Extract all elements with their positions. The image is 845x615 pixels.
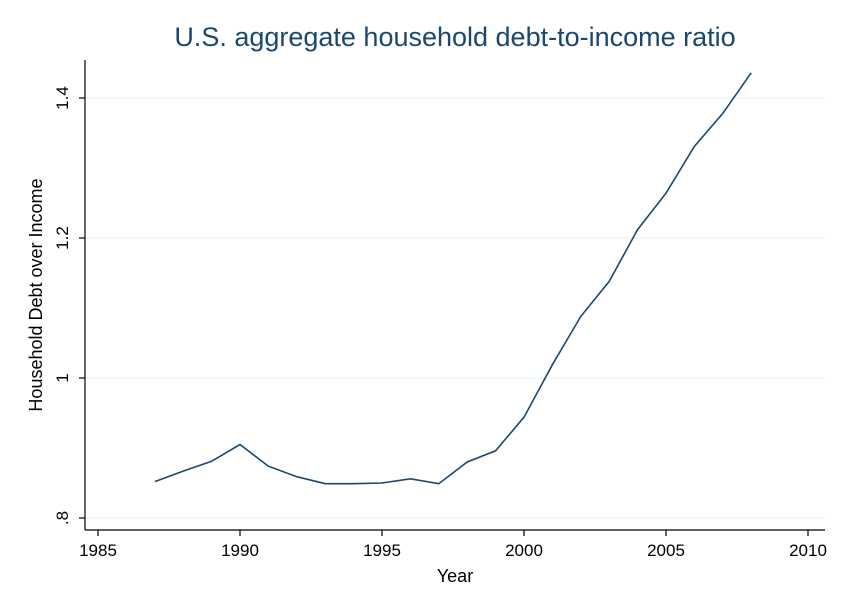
x-tick-label: 1995 bbox=[363, 541, 401, 560]
ticks: .8 1 1.2 1.4 1985 1990 1995 2000 2005 2010 bbox=[53, 86, 827, 560]
series bbox=[154, 72, 752, 485]
chart-title: U.S. aggregate household debt-to-income … bbox=[174, 22, 735, 52]
y-tick-label: 1 bbox=[53, 373, 72, 382]
series-line bbox=[154, 72, 752, 485]
x-axis-label: Year bbox=[437, 566, 473, 586]
x-tick-label: 2005 bbox=[647, 541, 685, 560]
y-tick-label: 1.2 bbox=[53, 226, 72, 250]
x-tick-label: 1985 bbox=[79, 541, 117, 560]
grid-lines bbox=[85, 97, 825, 519]
y-tick-label: 1.4 bbox=[53, 86, 72, 110]
x-tick-label: 2010 bbox=[789, 541, 827, 560]
y-tick-label: .8 bbox=[53, 511, 72, 525]
y-axis-label: Household Debt over Income bbox=[26, 178, 46, 411]
x-tick-label: 1990 bbox=[221, 541, 259, 560]
x-tick-label: 2000 bbox=[505, 541, 543, 560]
